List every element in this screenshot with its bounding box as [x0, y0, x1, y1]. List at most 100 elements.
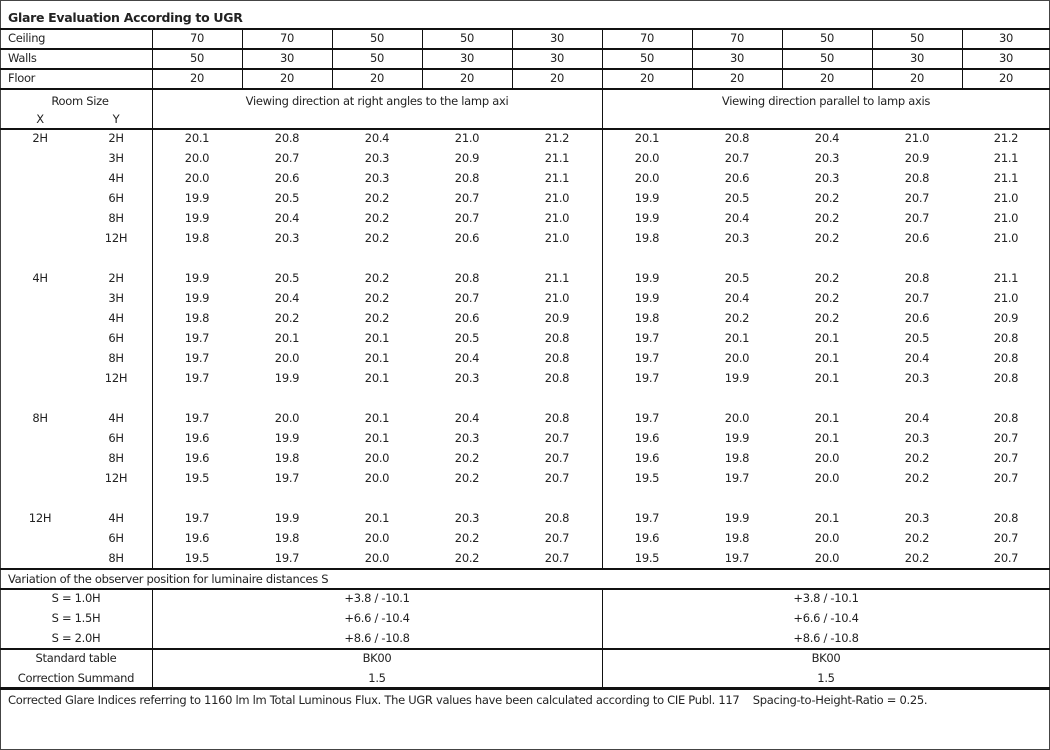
room-x-value: 2H	[32, 131, 48, 145]
ugr-value: 20.6	[274, 171, 300, 185]
ugr-value: 19.9	[274, 431, 300, 445]
ugr-value: 19.5	[634, 551, 660, 565]
ugr-value: 20.0	[814, 531, 840, 545]
ugr-value: 20.8	[544, 351, 570, 365]
walls-value: 30	[549, 51, 565, 65]
ugr-value: 19.8	[634, 311, 660, 325]
ugr-value: 20.1	[814, 331, 840, 345]
walls-value: 30	[729, 51, 745, 65]
ugr-value: 20.5	[274, 191, 300, 205]
ugr-value: 20.1	[814, 371, 840, 385]
ugr-value: 20.2	[364, 291, 390, 305]
ugr-value: 21.0	[544, 191, 570, 205]
ugr-value: 20.0	[814, 551, 840, 565]
ceiling-value: 50	[819, 31, 835, 45]
correction-par: 1.5	[817, 671, 835, 685]
ugr-value: 20.7	[724, 151, 750, 165]
divider	[242, 28, 243, 88]
ugr-value: 20.8	[993, 371, 1019, 385]
ugr-value: 20.8	[454, 171, 480, 185]
ugr-value: 20.3	[274, 231, 300, 245]
ugr-value: 20.8	[724, 131, 750, 145]
ugr-value: 20.5	[724, 191, 750, 205]
ugr-value: 20.1	[274, 331, 300, 345]
ugr-value: 20.0	[634, 171, 660, 185]
walls-value: 30	[459, 51, 475, 65]
ugr-value: 20.0	[184, 151, 210, 165]
ugr-value: 19.8	[274, 451, 300, 465]
ugr-value: 20.8	[904, 171, 930, 185]
ugr-value: 20.3	[904, 511, 930, 525]
ugr-value: 19.7	[634, 371, 660, 385]
ugr-value: 20.0	[364, 471, 390, 485]
ugr-value: 21.2	[544, 131, 570, 145]
ugr-value: 19.7	[274, 551, 300, 565]
ugr-value: 20.8	[544, 411, 570, 425]
ugr-value: 20.0	[364, 551, 390, 565]
ugr-value: 19.9	[634, 191, 660, 205]
ugr-value: 19.5	[634, 471, 660, 485]
ugr-value: 20.8	[904, 271, 930, 285]
ugr-value: 20.4	[814, 131, 840, 145]
variation-perp: +3.8 / -10.1	[344, 591, 410, 605]
ugr-value: 19.7	[274, 471, 300, 485]
room-y-value: 8H	[108, 211, 124, 225]
ugr-value: 20.2	[814, 231, 840, 245]
ugr-value: 20.2	[814, 271, 840, 285]
ugr-value: 20.9	[544, 311, 570, 325]
ugr-value: 19.7	[184, 351, 210, 365]
room-x-value: 4H	[32, 271, 48, 285]
correction-label: Correction Summand	[17, 671, 135, 685]
room-y-value: 4H	[108, 411, 124, 425]
ugr-value: 20.0	[364, 531, 390, 545]
ugr-value: 20.5	[274, 271, 300, 285]
ugr-value: 20.1	[364, 431, 390, 445]
ugr-value: 21.0	[454, 131, 480, 145]
ugr-value: 21.1	[993, 151, 1019, 165]
room-y-value: 12H	[104, 371, 128, 385]
divider	[0, 648, 1050, 650]
ugr-value: 20.7	[993, 431, 1019, 445]
ugr-value: 20.7	[993, 551, 1019, 565]
ugr-value: 19.9	[184, 291, 210, 305]
ugr-value: 20.7	[993, 471, 1019, 485]
ugr-value: 20.3	[454, 371, 480, 385]
ugr-value: 19.7	[724, 471, 750, 485]
ugr-value: 20.6	[904, 311, 930, 325]
ugr-value: 21.1	[993, 271, 1019, 285]
ugr-value: 21.2	[993, 131, 1019, 145]
walls-value: 50	[369, 51, 385, 65]
ugr-value: 20.7	[544, 451, 570, 465]
floor-value: 20	[279, 71, 295, 85]
ugr-value: 20.7	[993, 451, 1019, 465]
divider	[512, 28, 513, 88]
ugr-value: 20.2	[274, 311, 300, 325]
ugr-value: 19.9	[724, 371, 750, 385]
ugr-value: 20.7	[454, 191, 480, 205]
room-y-value: 6H	[108, 331, 124, 345]
ugr-value: 19.6	[634, 451, 660, 465]
ugr-value: 19.9	[184, 271, 210, 285]
ugr-value: 20.1	[814, 411, 840, 425]
ugr-value: 20.1	[634, 131, 660, 145]
floor-value: 20	[549, 71, 565, 85]
ugr-value: 20.2	[364, 231, 390, 245]
ugr-value: 21.1	[544, 271, 570, 285]
s-label: S = 1.0H	[51, 591, 101, 605]
ugr-value: 20.7	[904, 211, 930, 225]
variation-par: +3.8 / -10.1	[793, 591, 859, 605]
ugr-value: 19.9	[634, 291, 660, 305]
ugr-value: 20.7	[904, 191, 930, 205]
ugr-value: 20.3	[364, 171, 390, 185]
ugr-value: 19.7	[634, 331, 660, 345]
ugr-value: 20.4	[454, 351, 480, 365]
ugr-value: 19.8	[724, 451, 750, 465]
divider	[602, 588, 603, 688]
ugr-value: 19.9	[634, 271, 660, 285]
room-y-value: 2H	[108, 271, 124, 285]
ugr-value: 21.1	[544, 151, 570, 165]
ugr-value: 20.2	[904, 531, 930, 545]
walls-label: Walls	[8, 51, 37, 65]
room-y-value: 12H	[104, 471, 128, 485]
ugr-value: 20.4	[364, 131, 390, 145]
